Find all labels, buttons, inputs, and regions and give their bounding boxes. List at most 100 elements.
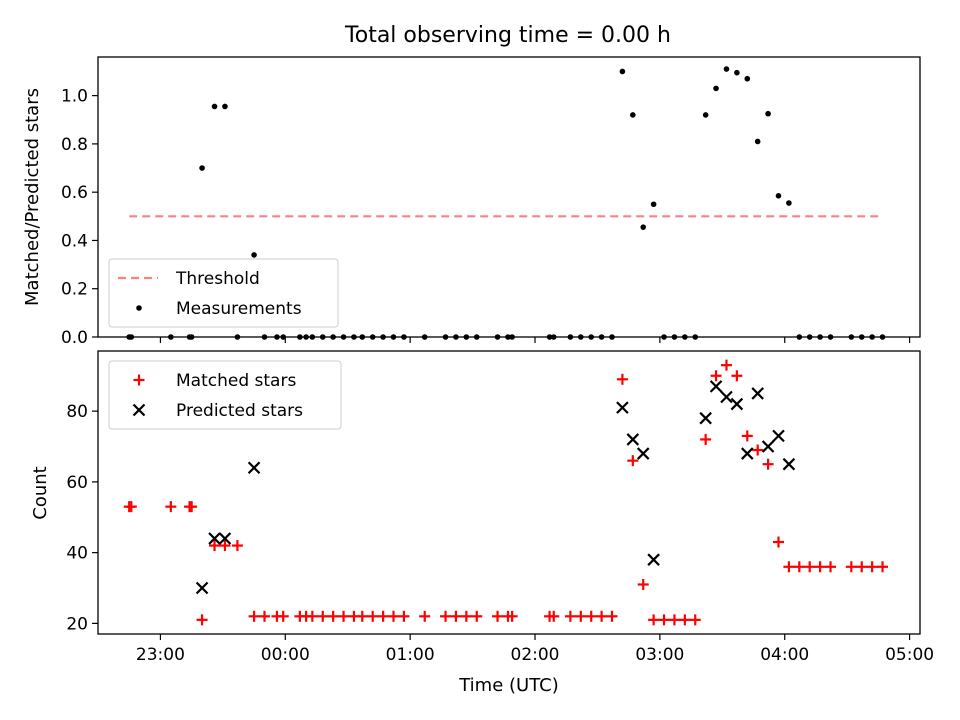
data-point-b: [720, 390, 733, 404]
data-point: [195, 581, 209, 595]
data-point: [772, 429, 785, 443]
data-point: [762, 458, 774, 470]
data-point: [450, 610, 462, 622]
legend-label: Measurements: [176, 299, 302, 319]
data-point: [125, 501, 137, 513]
data-point: [219, 540, 231, 552]
data-point-b: [709, 380, 723, 393]
data-point: [440, 610, 452, 622]
data-point: [327, 610, 339, 622]
count-y-axis-label: Count: [30, 466, 51, 519]
data-point: [356, 610, 368, 622]
data-point: [866, 561, 878, 573]
data-point: [619, 68, 626, 75]
series-predicted-stars: [195, 380, 796, 595]
y-tick-label: 0.6: [61, 183, 88, 203]
legend-handle: [136, 305, 142, 311]
ratio-x-axis: [159, 337, 911, 343]
count-plot-area: [123, 359, 889, 626]
data-point: [277, 610, 289, 622]
data-point: [596, 610, 608, 622]
data-point-b: [740, 447, 754, 460]
data-point: [650, 201, 657, 208]
data-point: [247, 461, 261, 475]
x-tick-label: 04:00: [760, 645, 809, 665]
y-tick-label: 1.0: [61, 87, 88, 107]
data-point-b: [218, 532, 232, 545]
data-point: [668, 614, 680, 626]
data-point: [248, 610, 260, 622]
count-legend: Matched stars Predicted stars: [108, 360, 342, 430]
x-tick-label: 02:00: [511, 645, 560, 665]
x-tick-label: 00:00: [261, 645, 310, 665]
y-tick-label: 80: [66, 402, 88, 422]
data-point: [740, 447, 754, 460]
ratio-panel: 0.0 0.2 0.4 0.6 0.8 1.0 Matched/Predicted sta…: [22, 56, 921, 348]
data-point: [702, 112, 709, 118]
data-point: [772, 536, 784, 548]
data-point: [744, 75, 751, 82]
data-point: [877, 561, 889, 573]
data-point: [648, 614, 660, 626]
data-point: [751, 387, 764, 400]
data-point: [636, 447, 650, 460]
legend-label: Threshold: [175, 269, 260, 289]
data-point: [186, 501, 198, 513]
data-point: [741, 430, 753, 442]
data-point: [222, 103, 228, 110]
data-point: [209, 540, 221, 552]
data-point: [218, 532, 232, 545]
data-point: [700, 433, 712, 445]
data-point: [720, 390, 733, 404]
data-point: [752, 444, 764, 456]
data-point: [647, 553, 660, 566]
data-point: [211, 103, 218, 110]
data-point-b: [730, 397, 744, 411]
data-point: [720, 359, 732, 371]
data-point: [367, 610, 379, 622]
data-point: [388, 610, 400, 622]
data-point: [713, 85, 719, 92]
count-axes-frame: [97, 350, 921, 635]
data-point: [730, 397, 744, 411]
ratio-legend: Threshold Measurements: [108, 258, 339, 328]
legend-handle: [133, 374, 145, 386]
ratio-axes-frame: [97, 56, 921, 338]
data-point: [723, 66, 730, 72]
data-point-b: [782, 457, 796, 471]
data-point: [306, 610, 318, 622]
x-tick-label: 03:00: [635, 645, 684, 665]
y-tick-label: 0.0: [61, 328, 88, 348]
data-point: [825, 561, 837, 573]
data-point: [564, 610, 576, 622]
data-point: [196, 614, 208, 626]
data-point: [637, 578, 649, 590]
data-point: [231, 540, 243, 552]
y-tick-label: 0.2: [61, 280, 88, 300]
data-point: [317, 610, 329, 622]
data-point: [856, 561, 868, 573]
data-point: [377, 610, 389, 622]
ratio-y-axis-label: Matched/Predicted stars: [22, 88, 43, 306]
data-point: [814, 561, 826, 573]
legend-box: [108, 360, 342, 430]
data-point: [845, 561, 857, 573]
count-x-axis: 23:00 00:00 01:00 02:00 03:00 04:00 05:00: [136, 634, 934, 665]
data-point: [709, 380, 723, 393]
data-point: [627, 455, 639, 467]
data-point: [640, 224, 647, 230]
data-point: [783, 561, 795, 573]
data-point: [630, 112, 636, 118]
data-point-b: [647, 553, 660, 566]
data-point: [492, 610, 504, 622]
data-point: [710, 370, 722, 382]
data-point: [616, 373, 628, 385]
data-point-b: [626, 433, 640, 446]
legend-label: Matched stars: [176, 371, 296, 391]
data-point: [506, 610, 518, 622]
data-point: [585, 610, 597, 622]
count-x-axis-label: Time (UTC): [458, 675, 559, 696]
data-point: [782, 457, 796, 471]
data-point: [689, 614, 701, 626]
data-point: [398, 610, 410, 622]
